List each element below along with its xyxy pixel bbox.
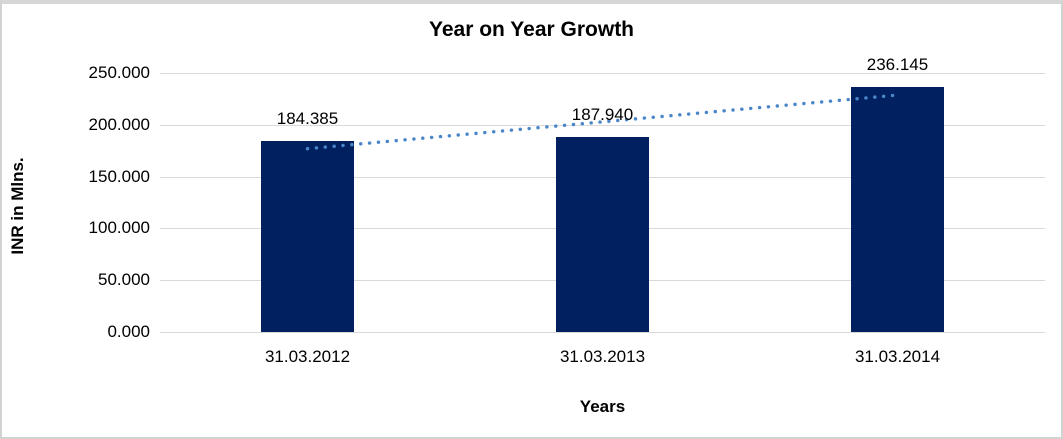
y-tick-label: 0.000 <box>107 322 150 341</box>
gridline <box>160 124 1045 126</box>
gridline <box>160 73 1045 74</box>
y-tick-label: 50.000 <box>98 270 150 290</box>
y-axis-title: INR in Mlns. <box>8 157 27 255</box>
x-tick-label: 31.03.2013 <box>559 347 646 366</box>
x-tick-label: 31.03.2012 <box>264 347 351 366</box>
trendline <box>305 93 900 151</box>
plot-area: 184.385 187.940 236.145 <box>160 55 1045 333</box>
y-tick-label: 200.000 <box>88 114 150 134</box>
y-tick-label: 150.000 <box>88 166 150 186</box>
y-tick-label: 250.000 <box>88 63 150 82</box>
bar-value-label: 236.145 <box>866 55 929 75</box>
bar-31.03.2014 <box>851 87 944 332</box>
x-tick-label: 31.03.2014 <box>854 347 941 366</box>
bar-value-label: 187.940 <box>571 105 634 125</box>
bar-value-label: 184.385 <box>276 108 339 128</box>
y-tick-label: 100.000 <box>88 218 150 238</box>
chart-title: Year on Year Growth <box>428 18 635 41</box>
gridline <box>160 332 1045 333</box>
x-axis-title: Years <box>579 397 626 416</box>
bar-31.03.2013 <box>556 137 649 332</box>
bar-31.03.2012 <box>261 140 354 332</box>
